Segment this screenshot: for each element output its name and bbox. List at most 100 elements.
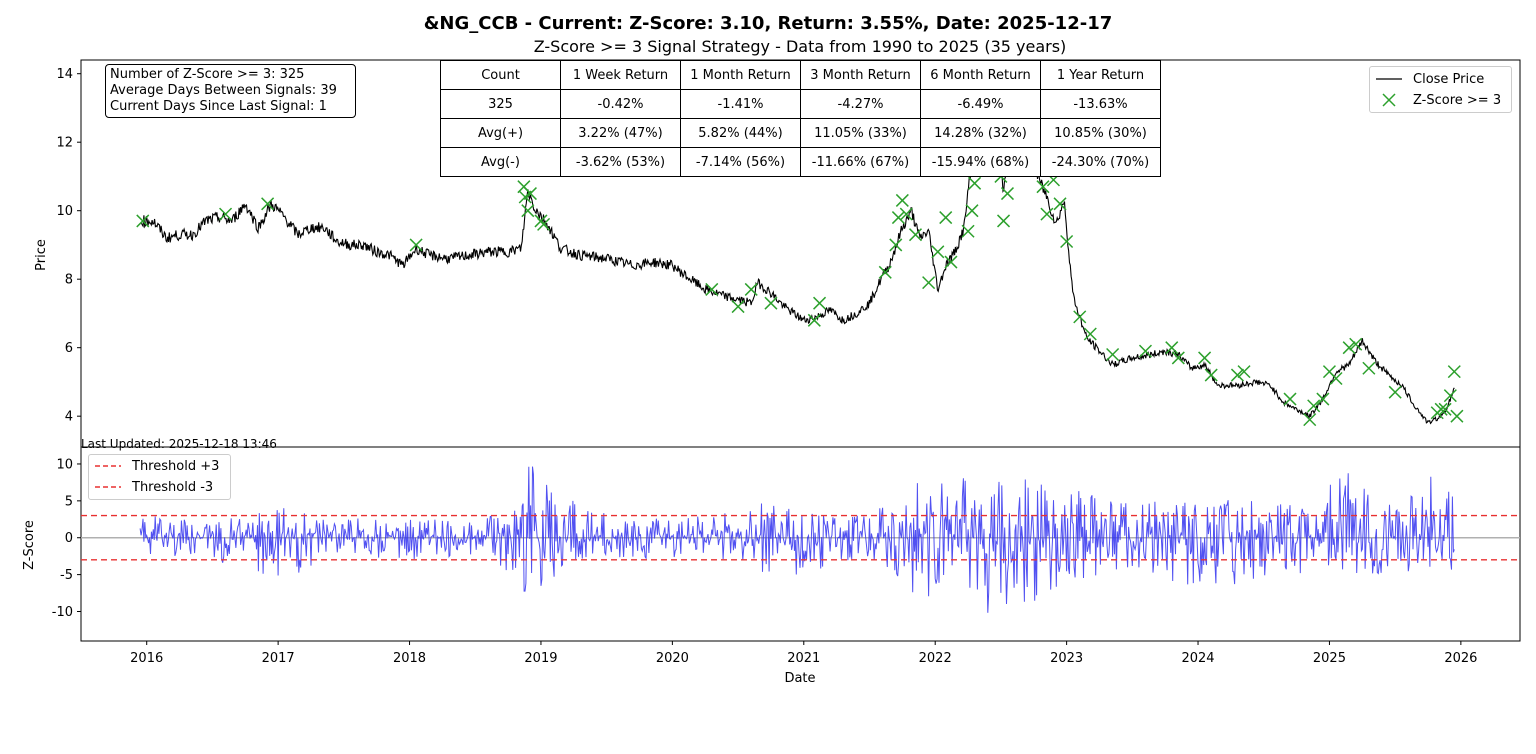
signal-marker: [1303, 413, 1317, 427]
signal-marker: [409, 238, 423, 252]
signal-marker: [731, 300, 745, 314]
signal-marker: [1329, 371, 1343, 386]
signal-marker: [891, 211, 905, 225]
signal-marker: [1106, 348, 1120, 362]
table-header-cell: Count: [440, 60, 561, 90]
signal-marker: [1316, 392, 1330, 406]
signal-marker: [521, 204, 535, 218]
signal-marker: [705, 282, 719, 296]
threshold-legend: Threshold +3 Threshold -3: [88, 454, 231, 500]
signal-marker: [939, 211, 953, 225]
signal-marker: [1198, 351, 1212, 365]
table-cell: -0.42%: [560, 89, 681, 119]
xtick-label: 2023: [1050, 651, 1083, 666]
signal-stats-box: Number of Z-Score >= 3: 325 Average Days…: [105, 64, 356, 118]
line-swatch-icon: [1376, 78, 1402, 80]
signal-marker: [1165, 341, 1179, 355]
table-cell: 325: [440, 89, 561, 119]
stats-avg-days: Average Days Between Signals: 39: [110, 83, 337, 98]
table-cell: 5.82% (44%): [680, 118, 801, 148]
price-ylabel: Price: [34, 239, 49, 271]
table-cell: 3.22% (47%): [560, 118, 681, 148]
xtick-label: 2026: [1444, 651, 1477, 666]
table-cell: -7.14% (56%): [680, 147, 801, 177]
signal-marker: [136, 214, 150, 228]
signal-marker: [764, 296, 778, 310]
table-header-cell: 1 Year Return: [1040, 60, 1161, 90]
xtick-label: 2024: [1181, 651, 1214, 666]
xtick-label: 2017: [262, 651, 295, 666]
zscore-ytick-label: -10: [52, 605, 73, 620]
signal-marker: [1450, 409, 1464, 423]
zscore-y-ticks: -10 -5 0 5 10: [52, 457, 81, 620]
signal-marker: [1230, 368, 1244, 382]
xtick-label: 2020: [656, 651, 689, 666]
table-cell: -11.66% (67%): [800, 147, 921, 177]
price-ytick-label: 6: [65, 341, 73, 356]
legend-label: Z-Score >= 3: [1413, 92, 1502, 108]
price-ytick-label: 12: [56, 136, 73, 151]
chart-subtitle: Z-Score >= 3 Signal Strategy - Data from…: [534, 37, 1067, 56]
returns-table: Count 1 Week Return 1 Month Return 3 Mon…: [440, 60, 1161, 177]
zscore-ytick-label: -5: [60, 568, 73, 583]
x-ticks: 2016 2017 2018 2019 2020 2021 2022 2023 2024 2025…: [130, 641, 1477, 666]
price-ytick-label: 4: [65, 410, 73, 425]
signal-marker: [878, 265, 892, 279]
table-cell: 11.05% (33%): [800, 118, 921, 148]
returns-table-header: Count 1 Week Return 1 Month Return 3 Mon…: [440, 60, 1161, 90]
signal-marker: [1204, 368, 1218, 382]
signal-marker: [1349, 337, 1363, 351]
table-cell: -1.41%: [680, 89, 801, 119]
signal-marker: [889, 238, 903, 252]
table-header-cell: 6 Month Return: [920, 60, 1041, 90]
signal-marker: [1443, 389, 1457, 403]
close-price-line: [140, 78, 1455, 425]
xtick-label: 2025: [1313, 651, 1346, 666]
price-ytick-label: 8: [65, 273, 73, 288]
stats-count: Number of Z-Score >= 3: 325: [110, 67, 305, 82]
table-cell: 14.28% (32%): [920, 118, 1041, 148]
table-header-cell: 1 Month Return: [680, 60, 801, 90]
signal-marker: [1283, 392, 1297, 406]
signal-marker: [1171, 351, 1185, 365]
signal-marker: [965, 204, 979, 218]
price-ytick-label: 10: [56, 204, 73, 219]
signal-marker: [1434, 402, 1448, 416]
dashed-line-icon: [95, 465, 121, 467]
signal-marker: [523, 187, 537, 201]
signal-marker: [1040, 207, 1054, 221]
signal-marker: [895, 193, 909, 207]
legend-label: Close Price: [1413, 71, 1485, 87]
signal-marker: [1073, 310, 1087, 324]
price-ytick-label: 14: [56, 67, 73, 82]
table-header-cell: 1 Week Return: [560, 60, 681, 90]
x-axis-label: Date: [784, 671, 815, 686]
signal-marker: [997, 214, 1011, 228]
dashed-line-icon: [95, 486, 121, 488]
table-header-cell: 3 Month Return: [800, 60, 921, 90]
zscore-line: [139, 466, 1455, 613]
signal-marker: [537, 217, 551, 231]
legend-label: Threshold +3: [132, 458, 220, 474]
signal-marker: [1000, 187, 1015, 201]
signal-marker: [261, 197, 275, 211]
table-cell: -4.27%: [800, 89, 921, 119]
stats-days-since: Current Days Since Last Signal: 1: [110, 99, 327, 114]
table-cell: -15.94% (68%): [920, 147, 1041, 177]
table-cell: Avg(-): [440, 147, 561, 177]
zscore-plot: [81, 466, 1520, 613]
table-cell: -24.30% (70%): [1040, 147, 1161, 177]
table-cell: 10.85% (30%): [1040, 118, 1161, 148]
signal-marker: [961, 224, 975, 238]
zscore-ytick-label: 10: [56, 457, 73, 472]
table-cell: -13.63%: [1040, 89, 1161, 119]
signal-marker: [1036, 180, 1050, 194]
signal-marker: [1237, 365, 1251, 379]
zscore-ytick-label: 5: [65, 494, 73, 509]
signal-marker: [1307, 399, 1321, 413]
signal-marker: [899, 207, 913, 221]
xtick-label: 2021: [787, 651, 820, 666]
zscore-ytick-label: 0: [65, 531, 73, 546]
x-marker-icon: [1382, 93, 1396, 107]
